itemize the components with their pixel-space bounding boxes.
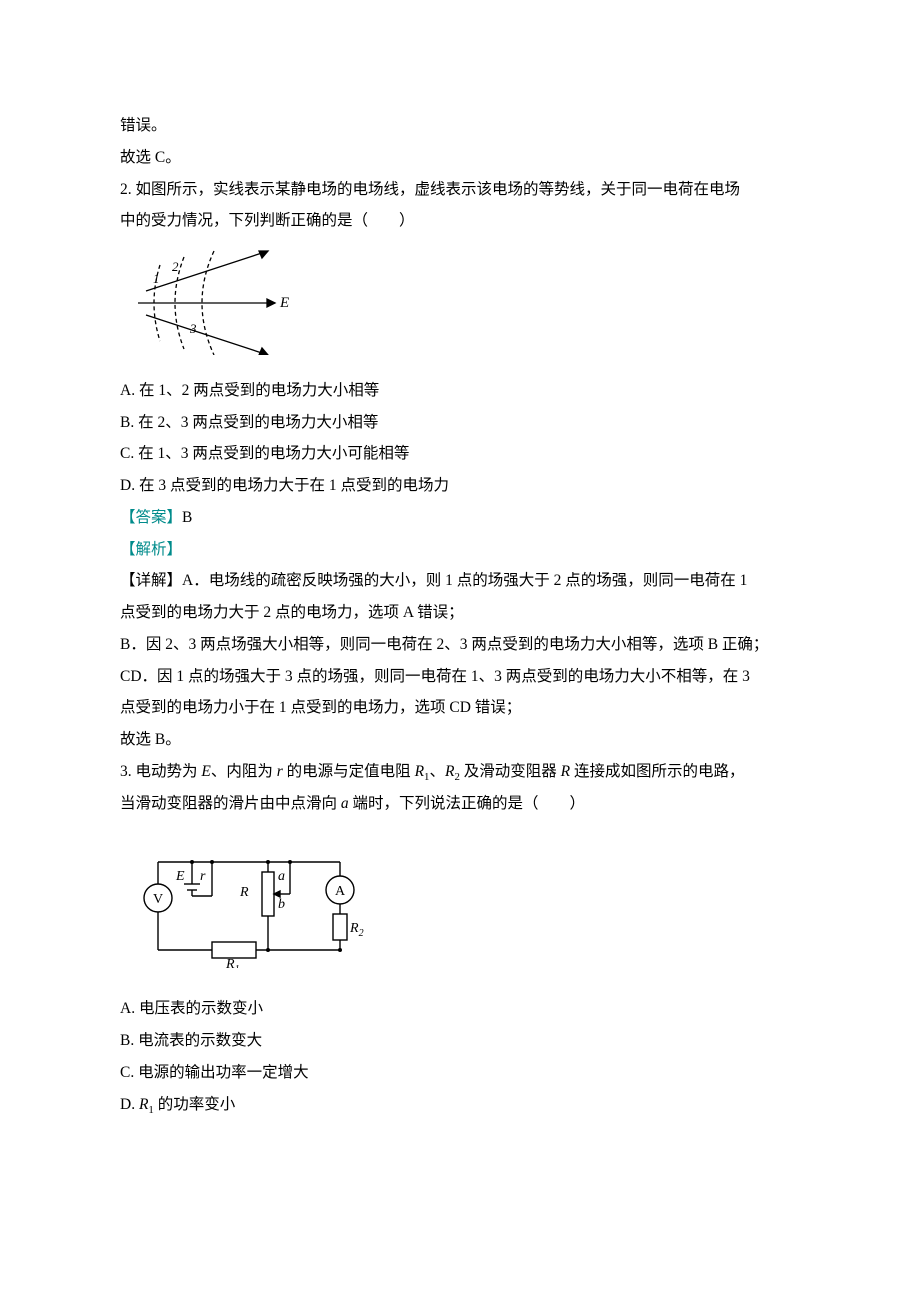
q2-fig-label-3: 3 (189, 321, 197, 336)
q2-stem-line2: 中的受力情况，下列判断正确的是（ ） (120, 205, 800, 237)
q3-figure: V A E r R a b R1 R2 (140, 838, 800, 980)
q3-mid4: 连接成如图所示的电路， (570, 763, 744, 780)
q2-stem-line1: 2. 如图所示，实线表示某静电场的电场线，虚线表示该电场的等势线，关于同一电荷在… (120, 174, 800, 206)
q3-stem2-prefix: 当滑动变阻器的滑片由中点滑向 (120, 795, 341, 812)
q2-option-b: B. 在 2、3 两点受到的电场力大小相等 (120, 407, 800, 439)
q3-option-b: B. 电流表的示数变大 (120, 1025, 800, 1057)
q2-detail-4: CD．因 1 点的场强大于 3 点的场强，则同一电荷在 1、3 两点受到的电场力… (120, 661, 800, 693)
prev-detail-line: 错误。 (120, 110, 800, 142)
q2-option-a: A. 在 1、2 两点受到的电场力大小相等 (120, 375, 800, 407)
fig2-V: V (153, 892, 163, 907)
q2-fig-label-2: 2 (172, 259, 179, 274)
q2-detail-2: 点受到的电场力大于 2 点的电场力，选项 A 错误； (120, 597, 800, 629)
q2-detail-1: 【详解】A．电场线的疏密反映场强的大小，则 1 点的场强大于 2 点的场强，则同… (120, 565, 800, 597)
q3-option-c: C. 电源的输出功率一定增大 (120, 1057, 800, 1089)
q3-mid3: 及滑动变阻器 (460, 763, 561, 780)
q2-fig-label-1: 1 (153, 271, 160, 286)
answer-value: B (182, 509, 192, 526)
q3-Rvar: R (561, 763, 570, 780)
q3-mid2: 的电源与定值电阻 (283, 763, 415, 780)
fig2-E: E (175, 869, 185, 884)
q2-fig-label-E: E (279, 295, 289, 311)
q2-option-d: D. 在 3 点受到的电场力大于在 1 点受到的电场力 (120, 470, 800, 502)
prev-conclusion: 故选 C。 (120, 142, 800, 174)
q3-optD-R: R (139, 1096, 148, 1113)
fig2-R: R (239, 885, 249, 900)
q3-optD-prefix: D. (120, 1096, 139, 1113)
fig2-R2: R2 (349, 921, 364, 939)
q3-R1: R (415, 763, 424, 780)
fig2-A: A (335, 884, 346, 899)
q2-figure: 1 2 3 E (120, 245, 800, 367)
q2-answer: 【答案】B (120, 502, 800, 534)
q3-optD-suffix: 的功率变小 (154, 1096, 235, 1113)
q2-conclusion: 故选 B。 (120, 724, 800, 756)
fig2-b: b (278, 897, 285, 912)
q3-stem-line2: 当滑动变阻器的滑片由中点滑向 a 端时，下列说法正确的是（ ） (120, 788, 800, 820)
q3-option-d: D. R1 的功率变小 (120, 1089, 800, 1121)
answer-label: 【答案】 (120, 509, 182, 526)
q3-sep: 、 (429, 763, 445, 780)
q3-stem-prefix: 3. 电动势为 (120, 763, 201, 780)
fig2-r: r (200, 869, 206, 884)
q2-detail-3: B．因 2、3 两点场强大小相等，则同一电荷在 2、3 两点受到的电场力大小相等… (120, 629, 800, 661)
fig2-a: a (278, 869, 285, 884)
q2-option-c: C. 在 1、3 两点受到的电场力大小可能相等 (120, 438, 800, 470)
q3-stem2-suffix: 端时，下列说法正确的是（ ） (349, 795, 585, 812)
q3-E: E (201, 763, 210, 780)
q3-mid1: 、内阻为 (211, 763, 277, 780)
q2-analysis-label: 【解析】 (120, 534, 800, 566)
q3-a: a (341, 795, 349, 812)
q3-stem-line1: 3. 电动势为 E、内阻为 r 的电源与定值电阻 R1、R2 及滑动变阻器 R … (120, 756, 800, 788)
analysis-label: 【解析】 (120, 541, 182, 558)
q3-option-a: A. 电压表的示数变小 (120, 993, 800, 1025)
q2-detail-5: 点受到的电场力小于在 1 点受到的电场力，选项 CD 错误； (120, 692, 800, 724)
